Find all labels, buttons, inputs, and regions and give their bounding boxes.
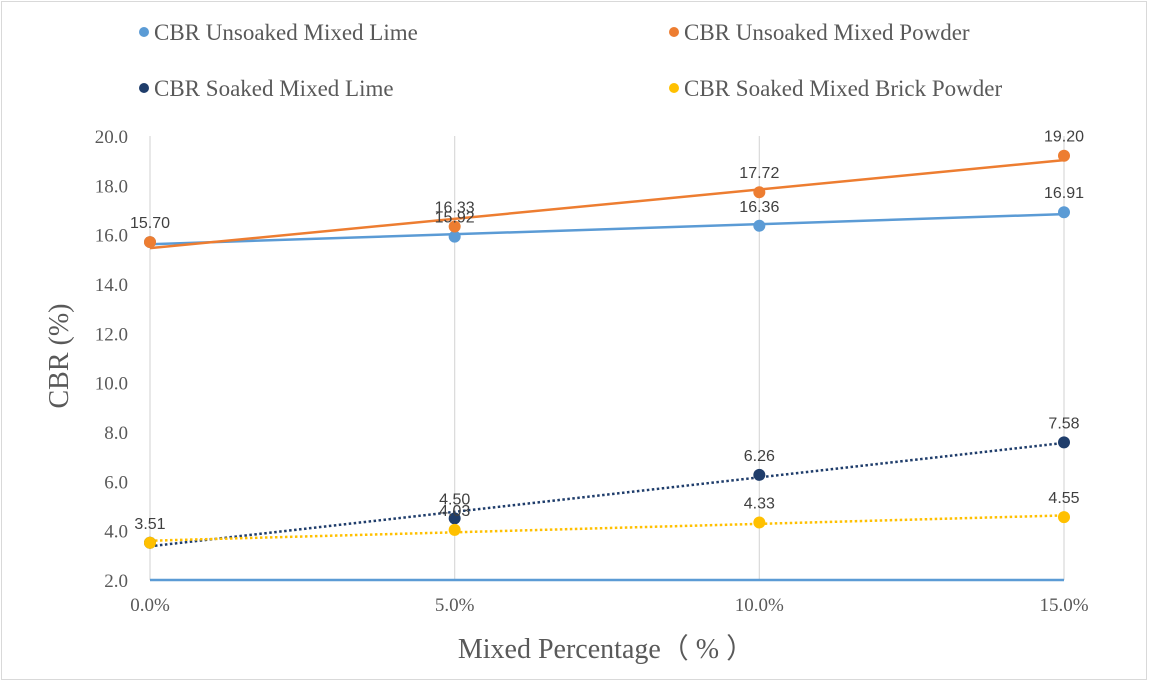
y-tick-label: 14.0 — [95, 275, 128, 296]
y-axis-ticks: 2.0 4.0 6.0 8.0 10.0 12.0 14.0 16.0 18.0 20.0 — [95, 127, 128, 592]
x-tick-label: 15.0% — [1039, 595, 1088, 616]
data-point — [448, 230, 461, 243]
x-tick-label: 0.0% — [130, 595, 170, 616]
y-tick-label: 20.0 — [95, 127, 128, 148]
legend-label: CBR Soaked Mixed Brick Powder — [684, 76, 1002, 101]
y-tick-label: 2.0 — [104, 571, 128, 592]
data-point — [448, 523, 461, 536]
data-point — [1058, 206, 1070, 219]
y-tick-label: 18.0 — [95, 176, 128, 197]
y-tick-label: 6.0 — [104, 472, 128, 493]
data-point — [753, 516, 766, 529]
legend-marker — [669, 27, 679, 37]
legend-label: CBR Soaked Mixed Lime — [154, 76, 394, 101]
trendline — [149, 441, 1065, 548]
data-point — [1058, 149, 1070, 162]
data-point — [753, 186, 766, 199]
data-label: 7.58 — [1048, 415, 1079, 432]
data-label: 4.55 — [1048, 490, 1079, 507]
legend-label: CBR Unsoaked Mixed Powder — [684, 20, 970, 45]
data-point — [144, 236, 156, 249]
y-tick-label: 4.0 — [104, 522, 128, 543]
data-labels: 15.70 15.92 16.36 16.91 16.33 17.72 19.20 3.51 4… — [130, 129, 1084, 533]
data-label: 4.33 — [744, 496, 775, 513]
legend: CBR Unsoaked Mixed Lime CBR Unsoaked Mixe… — [139, 20, 1002, 101]
x-axis-label: Mixed Percentage（ % ） — [458, 633, 754, 665]
legend-marker — [139, 27, 149, 37]
y-tick-label: 8.0 — [104, 423, 128, 444]
data-point — [448, 220, 461, 233]
data-point — [144, 536, 156, 549]
data-label: 16.91 — [1044, 185, 1084, 202]
data-label: 3.51 — [134, 516, 165, 533]
data-points — [144, 149, 1070, 549]
data-point — [1058, 511, 1070, 524]
data-label: 15.92 — [435, 210, 475, 227]
data-label: 16.36 — [739, 199, 779, 216]
x-tick-label: 10.0% — [735, 595, 784, 616]
trendline — [149, 158, 1065, 250]
x-tick-label: 5.0% — [435, 595, 475, 616]
data-label: 4.03 — [439, 503, 470, 520]
vertical-gridlines — [149, 136, 1065, 580]
y-tick-label: 10.0 — [95, 374, 128, 395]
data-point — [753, 468, 766, 481]
legend-marker — [669, 83, 679, 93]
data-label: 17.72 — [739, 165, 779, 182]
y-tick-label: 16.0 — [95, 226, 128, 247]
data-point — [753, 219, 766, 232]
y-tick-label: 12.0 — [95, 324, 128, 345]
x-axis-ticks: 0.0% 5.0% 10.0% 15.0% — [130, 595, 1089, 616]
data-point — [1058, 436, 1070, 449]
trendlines — [149, 158, 1065, 548]
trendline — [149, 212, 1065, 246]
legend-label: CBR Unsoaked Mixed Lime — [154, 20, 418, 45]
data-label: 6.26 — [744, 448, 775, 465]
legend-marker — [139, 83, 149, 93]
data-label: 15.70 — [130, 215, 170, 232]
data-label: 16.33 — [435, 200, 475, 217]
data-point — [448, 512, 461, 525]
y-axis-label: CBR (%) — [44, 304, 75, 409]
data-label: 19.20 — [1044, 129, 1084, 146]
data-label: 4.50 — [439, 491, 470, 508]
trendline — [149, 514, 1065, 542]
